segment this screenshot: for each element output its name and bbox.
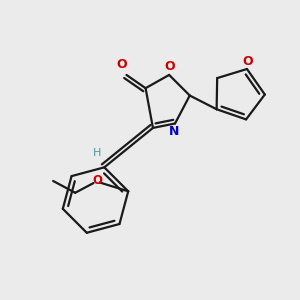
Text: N: N [169,125,180,138]
Text: O: O [92,175,102,188]
Text: O: O [242,55,253,68]
Text: H: H [92,148,101,158]
Text: O: O [164,61,175,74]
Text: O: O [117,58,127,71]
